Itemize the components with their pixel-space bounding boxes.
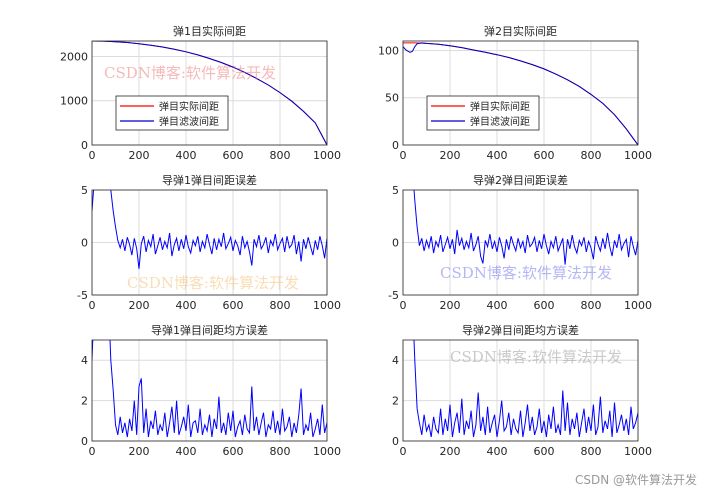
watermark-3: CSDN博客:软件算法开发 [127,274,299,292]
y-tick-label: 0 [81,435,88,448]
series-line-2 [92,41,327,145]
y-tick-label: 1000 [60,95,88,108]
axes-frame [91,339,328,442]
subplot-title: 导弹2弹目间距均方误差 [462,323,579,337]
x-tick-label: 400 [487,299,508,312]
x-tick-label: 1000 [624,149,652,162]
x-tick-label: 600 [534,445,555,458]
x-tick-label: 200 [440,149,461,162]
legend-label: 弹目实际间距 [470,100,530,113]
y-tick-label: 5 [392,184,399,197]
x-tick-label: 800 [581,149,602,162]
subplot-title: 导弹1弹目间距均方误差 [151,323,268,337]
y-tick-label: 5 [81,184,88,197]
legend-label: 弹目实际间距 [159,100,219,113]
watermark-2: CSDN博客:软件算法开发 [440,264,612,282]
x-tick-label: 0 [89,299,96,312]
x-tick-label: 1000 [624,445,652,458]
legend-label: 弹目滤波间距 [470,115,530,128]
x-tick-label: 800 [581,445,602,458]
csdn-credit: CSDN @软件算法开发 [574,473,697,487]
x-tick-label: 400 [176,299,197,312]
x-tick-label: 1000 [313,445,341,458]
x-tick-label: 0 [400,445,407,458]
x-tick-label: 600 [223,445,244,458]
axes-frame [91,189,328,296]
y-tick-label: 50 [385,92,399,105]
x-tick-label: 200 [129,299,150,312]
x-tick-label: 600 [223,149,244,162]
x-tick-label: 400 [176,149,197,162]
y-tick-label: 2 [392,395,399,408]
y-tick-label: 0 [81,139,88,152]
y-tick-label: 0 [392,237,399,250]
y-tick-label: -5 [77,289,88,302]
axes-frame [91,40,328,146]
y-tick-label: 4 [81,354,88,367]
legend-box [426,95,540,131]
x-tick-label: 600 [534,149,555,162]
x-tick-label: 400 [176,445,197,458]
series-line-1 [92,190,327,269]
y-tick-label: 2000 [60,50,88,63]
x-tick-label: 1000 [313,149,341,162]
x-tick-label: 600 [223,299,244,312]
x-tick-label: 0 [400,149,407,162]
x-tick-label: 0 [89,445,96,458]
x-tick-label: 400 [487,149,508,162]
x-tick-label: 200 [440,299,461,312]
axes-frame [402,40,639,146]
x-tick-label: 200 [440,445,461,458]
series-line-2 [403,42,638,145]
x-tick-label: 800 [270,149,291,162]
x-tick-label: 200 [129,149,150,162]
x-tick-label: 800 [270,445,291,458]
x-tick-label: 200 [129,445,150,458]
y-tick-label: 0 [81,237,88,250]
x-tick-label: 1000 [624,299,652,312]
x-tick-label: 800 [581,299,602,312]
subplot-title: 导弹2弹目间距误差 [473,173,568,187]
x-tick-label: 600 [534,299,555,312]
x-tick-label: 800 [270,299,291,312]
y-tick-label: 100 [378,44,399,57]
axes-frame [402,339,639,442]
subplot-title: 弹1目实际间距 [173,24,246,38]
x-tick-label: 1000 [313,299,341,312]
series-line-1 [92,340,327,438]
series-line-1 [413,190,638,265]
axes-background [92,340,327,441]
y-tick-label: -5 [388,289,399,302]
x-tick-label: 0 [400,299,407,312]
x-tick-label: 0 [89,149,96,162]
watermark-4: CSDN博客:软件算法开发 [450,348,622,366]
axes-frame [402,189,639,296]
y-tick-label: 0 [392,435,399,448]
y-tick-label: 0 [392,139,399,152]
watermark-1: CSDN博客:软件算法开发 [104,64,276,82]
subplot-1: 0 200 400 600 800 1000 0 1000 2000 弹1目实际间距弹目实际间距弹… [60,24,341,162]
x-tick-label: 400 [487,445,508,458]
y-tick-label: 4 [392,354,399,367]
y-tick-label: 2 [81,395,88,408]
legend-box [115,95,229,131]
subplot-5: 0 200 400 600 800 1000 0 2 4 导弹1弹目间距均方误差 [81,323,341,458]
series-line-1 [413,340,638,438]
subplot-title: 弹2目实际间距 [484,24,557,38]
subplot-6: 0 200 400 600 800 1000 0 2 4 导弹2弹目间距均方误差 [392,323,652,458]
legend-label: 弹目滤波间距 [159,115,219,128]
subplot-2: 0 200 400 600 800 1000 0 50 100 弹2目实际间距弹目实际间距弹目滤波… [378,24,652,162]
subplot-title: 导弹1弹目间距误差 [162,173,257,187]
